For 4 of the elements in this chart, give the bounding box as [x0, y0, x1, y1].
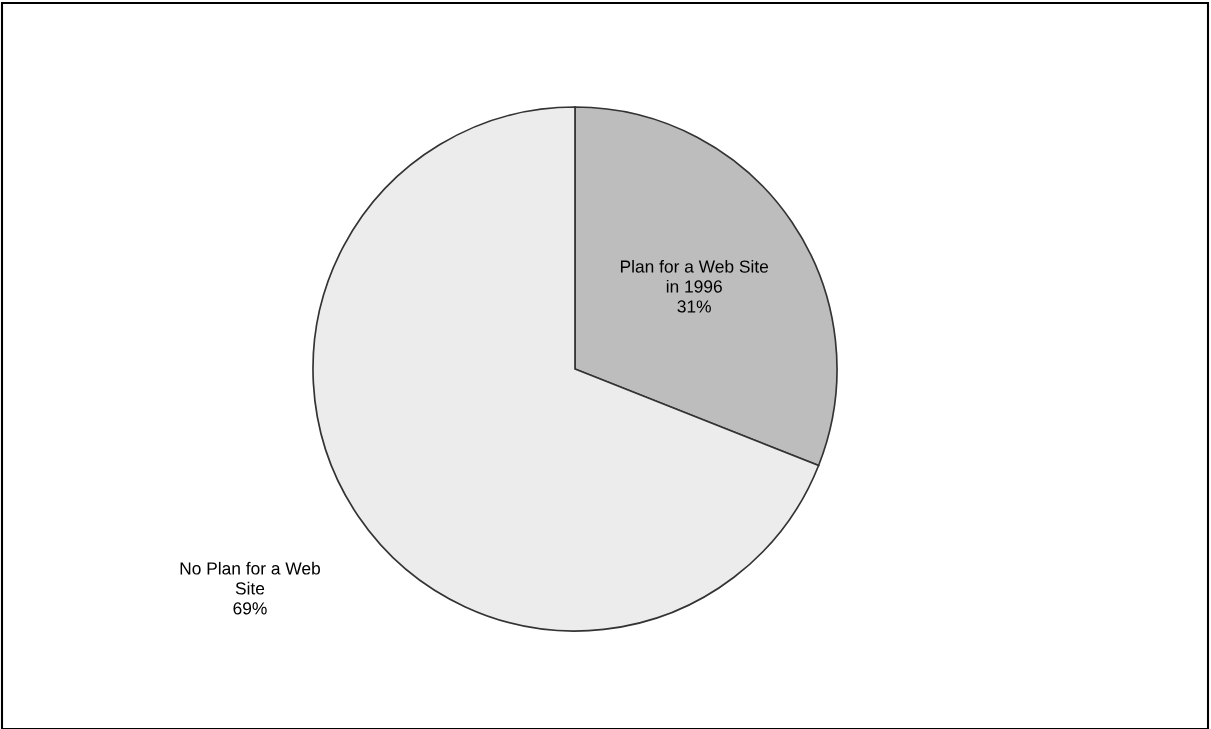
data-label: 69% [233, 602, 267, 615]
slice-label: No Plan for a Web Site [180, 561, 320, 595]
data-label: 31% [677, 300, 711, 313]
slice-label: Plan for a Web Site in 1996 [620, 259, 769, 293]
